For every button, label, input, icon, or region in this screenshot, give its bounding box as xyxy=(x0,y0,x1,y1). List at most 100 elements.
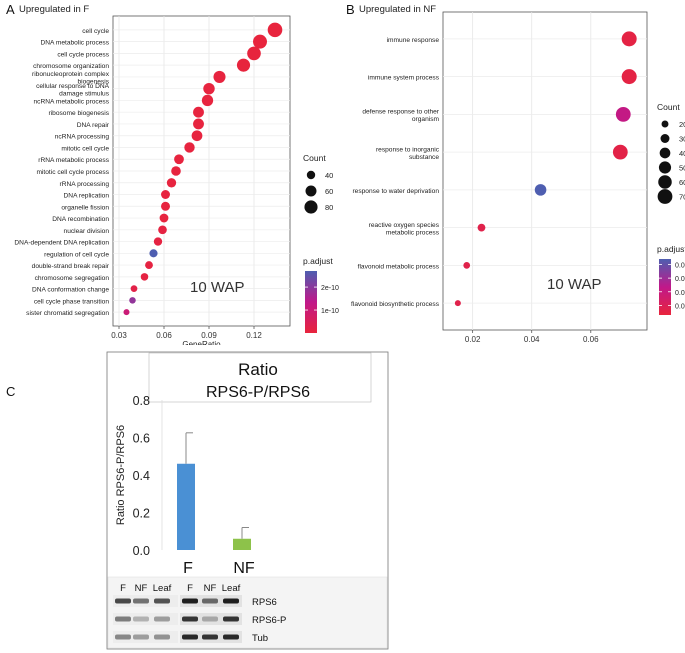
y-tick-label: DNA conformation change xyxy=(32,287,109,294)
blot-band xyxy=(133,598,149,604)
data-point xyxy=(534,184,547,196)
data-point xyxy=(193,106,204,118)
x-tick-label: 0.03 xyxy=(111,331,127,340)
data-point xyxy=(253,34,267,49)
data-point xyxy=(477,223,486,232)
count-legend-label: 50 xyxy=(679,164,685,173)
data-point xyxy=(463,262,471,269)
padjust-colorbar xyxy=(659,259,671,315)
y-tick-label: DNA recombination xyxy=(52,216,109,223)
blot-band xyxy=(133,616,149,622)
y-axis-label: Ratio RPS6-P/RPS6 xyxy=(115,425,127,525)
count-legend-label: 60 xyxy=(679,178,685,187)
data-point xyxy=(145,261,153,269)
blot-row-label: Tub xyxy=(252,633,268,644)
data-point xyxy=(612,144,628,160)
data-point xyxy=(140,273,149,281)
y-tick-label: sister chromatid segregation xyxy=(26,310,109,317)
x-axis-label: GeneRatio xyxy=(526,344,565,345)
colorbar-tick-label: 0.006 xyxy=(675,303,685,310)
blot-band xyxy=(223,616,239,622)
count-legend-label: 80 xyxy=(325,203,333,212)
blot-band xyxy=(154,616,170,622)
y-tick-label: damage stimulus xyxy=(59,90,110,97)
count-legend-dot xyxy=(659,147,671,159)
blot-lane-label: NF xyxy=(135,583,148,594)
data-point xyxy=(236,58,251,72)
y-tick-label: double-strand break repair xyxy=(32,263,110,270)
colorbar-tick-label: 0.007 xyxy=(675,290,685,297)
y-tick-label: 0.0 xyxy=(133,544,150,558)
data-point xyxy=(153,237,163,246)
y-tick-label: 0.2 xyxy=(133,507,150,521)
data-point xyxy=(191,130,203,142)
y-tick-label: response to inorganic xyxy=(376,146,440,153)
y-tick-label: mitotic cell cycle process xyxy=(36,169,109,176)
bar-title-line1: Ratio xyxy=(238,360,278,379)
bar-f xyxy=(177,463,195,550)
count-legend-label: 40 xyxy=(325,171,333,180)
plot-panel xyxy=(442,11,648,331)
data-point xyxy=(129,297,136,304)
data-point xyxy=(454,300,461,307)
y-tick-label: nuclear division xyxy=(64,228,110,235)
count-legend-dot xyxy=(304,200,318,214)
count-legend-label: 20 xyxy=(679,120,685,129)
x-tick-label: 0.12 xyxy=(246,331,262,340)
blot-row-label: RPS6-P xyxy=(252,615,286,626)
blot-band xyxy=(202,634,218,640)
blot-band xyxy=(223,634,239,640)
y-tick-label: organism xyxy=(412,116,440,123)
x-axis-label: GeneRatio xyxy=(182,340,221,345)
blot-lane-label: NF xyxy=(204,583,217,594)
y-tick-label: metabolic process xyxy=(386,229,440,236)
data-point xyxy=(267,22,283,38)
blot-band xyxy=(202,598,218,604)
y-tick-label: ribosome biogenesis xyxy=(49,110,110,117)
y-tick-label: DNA replication xyxy=(64,193,110,200)
y-tick-label: cellular response to DNA xyxy=(36,83,110,90)
y-tick-label: 0.4 xyxy=(133,469,150,483)
data-point xyxy=(161,190,170,199)
blot-band xyxy=(223,598,239,604)
blot-lane-label: Leaf xyxy=(153,583,172,594)
blot-band xyxy=(133,634,149,640)
chart-title: Upregulated in F xyxy=(19,4,89,15)
data-point xyxy=(201,94,214,107)
data-point xyxy=(158,225,167,235)
blot-band xyxy=(182,616,198,622)
data-point xyxy=(621,69,637,85)
blot-band xyxy=(115,598,131,604)
count-legend-label: 30 xyxy=(679,135,685,144)
y-tick-label: ncRNA metabolic process xyxy=(34,98,110,105)
count-legend-dot xyxy=(306,170,316,180)
dotplot-upregulated-in-f: Upregulated in F cell cycle DNA metabolic … xyxy=(14,4,339,345)
y-tick-label: ribonucleoprotein complex xyxy=(32,71,110,78)
blot-row-label: RPS6 xyxy=(252,597,277,608)
y-tick-label: substance xyxy=(409,154,439,161)
y-tick-label: DNA repair xyxy=(77,122,110,129)
blot-band xyxy=(182,598,198,604)
data-point xyxy=(149,249,158,258)
y-tick-label: flavonoid metabolic process xyxy=(358,263,440,270)
data-point xyxy=(171,166,181,176)
data-point xyxy=(159,213,169,223)
blot-band xyxy=(115,634,131,640)
data-point xyxy=(166,178,177,188)
colorbar-tick-label: 2e-10 xyxy=(321,285,339,292)
panel-b-letter: B xyxy=(346,2,355,17)
panel-a-letter: A xyxy=(6,2,15,17)
dotplot-upregulated-in-nf: Upregulated in NF immune response immune s… xyxy=(351,4,685,345)
data-point xyxy=(615,106,631,122)
data-point xyxy=(203,82,215,95)
count-legend-title: Count xyxy=(303,153,326,163)
y-tick-label: chromosome organization xyxy=(33,63,109,70)
x-tick-label: 0.02 xyxy=(465,335,481,344)
blot-band xyxy=(202,616,218,622)
bar-nf xyxy=(233,538,251,550)
y-tick-label: cell cycle phase transition xyxy=(34,298,109,305)
chart-title: Upregulated in NF xyxy=(359,4,436,15)
data-point xyxy=(130,285,138,292)
y-tick-label: biogenesis xyxy=(77,79,109,86)
annotation-10-wap: 10 WAP xyxy=(190,279,244,296)
